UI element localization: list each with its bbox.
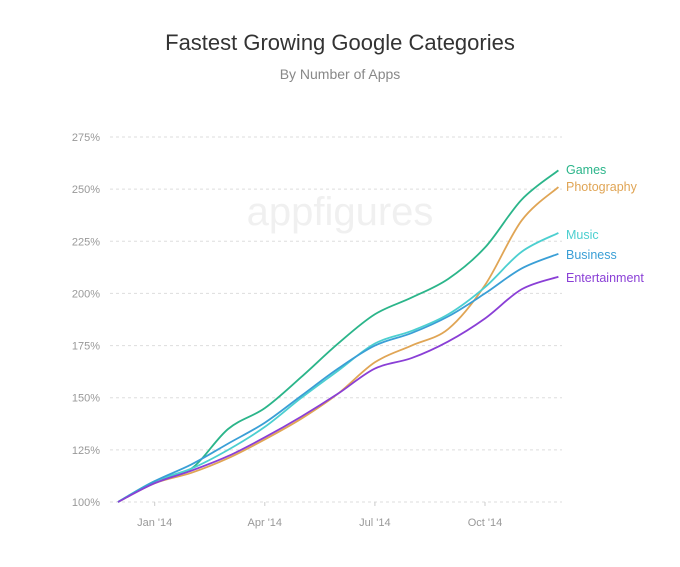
y-tick-label: 175% [72,341,100,353]
series-label-games: Games [566,163,606,177]
series-label-business: Business [566,248,617,262]
watermark: appfigures [247,190,434,234]
y-tick-label: 200% [72,288,100,300]
series-label-photography: Photography [566,180,638,194]
y-tick-label: 100% [72,497,100,509]
y-tick-label: 250% [72,184,100,196]
y-tick-label: 225% [72,236,100,248]
series-line-music [117,232,559,503]
x-tick-label: Oct '14 [468,517,503,529]
series-line-entertainment [117,275,559,503]
chart-title: Fastest Growing Google Categories [165,30,515,55]
y-tick-label: 125% [72,445,100,457]
series-line-business [117,252,559,503]
series-label-music: Music [566,228,599,242]
x-tick-label: Jan '14 [137,517,172,529]
y-tick-label: 150% [72,393,100,405]
x-tick-label: Jul '14 [359,517,390,529]
x-tick-label: Apr '14 [248,517,283,529]
y-tick-label: 275% [72,132,100,144]
chart-subtitle: By Number of Apps [279,66,401,82]
series-label-entertainment: Entertainment [566,271,644,285]
